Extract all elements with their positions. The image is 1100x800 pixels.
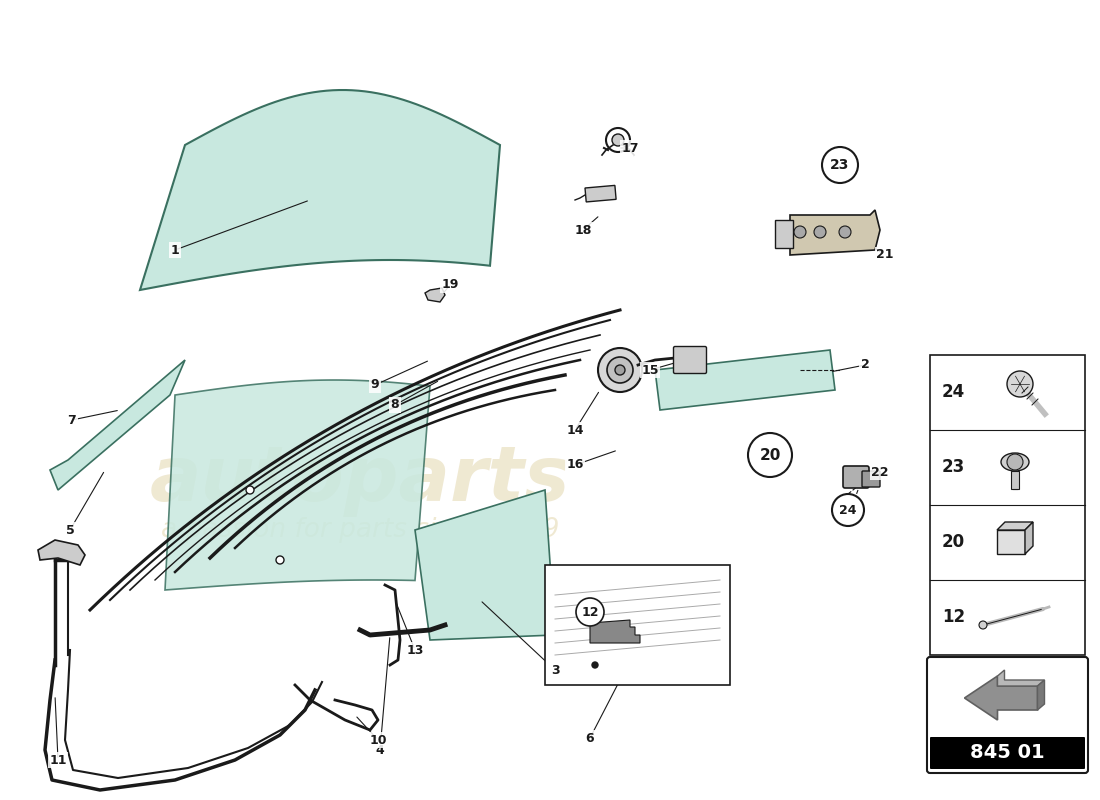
Text: 23: 23 xyxy=(830,158,849,172)
FancyBboxPatch shape xyxy=(673,346,706,374)
Text: 24: 24 xyxy=(839,503,857,517)
Circle shape xyxy=(592,662,598,668)
Text: 3: 3 xyxy=(551,663,559,677)
Circle shape xyxy=(1006,454,1023,470)
Bar xyxy=(585,186,616,202)
Text: 12: 12 xyxy=(581,606,598,618)
Bar xyxy=(1011,471,1019,489)
Polygon shape xyxy=(1025,522,1033,554)
Circle shape xyxy=(598,348,642,392)
Circle shape xyxy=(612,134,624,146)
Text: 12: 12 xyxy=(942,608,965,626)
Text: 13: 13 xyxy=(406,643,424,657)
Bar xyxy=(776,220,793,248)
Polygon shape xyxy=(425,288,446,302)
FancyBboxPatch shape xyxy=(544,565,730,685)
Circle shape xyxy=(607,357,632,383)
Text: 18: 18 xyxy=(574,223,592,237)
Circle shape xyxy=(246,486,254,494)
Text: 15: 15 xyxy=(641,363,659,377)
FancyBboxPatch shape xyxy=(930,737,1085,769)
Text: 16: 16 xyxy=(566,458,584,471)
Text: 24: 24 xyxy=(942,383,966,401)
Text: 4: 4 xyxy=(375,743,384,757)
FancyBboxPatch shape xyxy=(843,466,869,488)
Bar xyxy=(997,530,1025,554)
Polygon shape xyxy=(165,380,430,590)
Circle shape xyxy=(832,494,864,526)
Text: 6: 6 xyxy=(585,731,594,745)
Text: 20: 20 xyxy=(942,533,965,551)
Polygon shape xyxy=(998,670,1045,686)
Circle shape xyxy=(748,433,792,477)
Text: 10: 10 xyxy=(370,734,387,746)
Polygon shape xyxy=(965,676,1037,720)
Text: a passion for parts since 1989: a passion for parts since 1989 xyxy=(161,517,559,543)
Circle shape xyxy=(839,226,851,238)
Circle shape xyxy=(576,598,604,626)
Circle shape xyxy=(814,226,826,238)
FancyBboxPatch shape xyxy=(927,657,1088,773)
Text: 5: 5 xyxy=(66,523,75,537)
Polygon shape xyxy=(997,522,1033,530)
Polygon shape xyxy=(39,540,85,565)
Text: 22: 22 xyxy=(871,466,889,478)
Text: autoparts: autoparts xyxy=(150,443,570,517)
Polygon shape xyxy=(590,620,640,643)
Circle shape xyxy=(794,226,806,238)
Circle shape xyxy=(1006,371,1033,397)
FancyBboxPatch shape xyxy=(862,471,880,487)
Polygon shape xyxy=(790,210,880,255)
Text: 1: 1 xyxy=(170,243,179,257)
Polygon shape xyxy=(654,350,835,410)
Text: 2: 2 xyxy=(860,358,869,371)
Text: 9: 9 xyxy=(371,378,380,391)
Polygon shape xyxy=(50,360,185,490)
Polygon shape xyxy=(140,90,500,290)
Text: 11: 11 xyxy=(50,754,67,766)
Text: 23: 23 xyxy=(942,458,966,476)
Circle shape xyxy=(979,621,987,629)
Circle shape xyxy=(276,556,284,564)
Text: 21: 21 xyxy=(877,249,893,262)
Circle shape xyxy=(615,365,625,375)
Text: 19: 19 xyxy=(441,278,459,291)
Text: 17: 17 xyxy=(621,142,639,154)
Ellipse shape xyxy=(1001,453,1028,471)
FancyBboxPatch shape xyxy=(930,355,1085,655)
Text: 14: 14 xyxy=(566,423,584,437)
Polygon shape xyxy=(415,490,556,640)
Polygon shape xyxy=(1037,680,1045,710)
Text: 845 01: 845 01 xyxy=(970,743,1045,762)
Text: 7: 7 xyxy=(67,414,76,426)
Text: 8: 8 xyxy=(390,398,399,411)
Text: 20: 20 xyxy=(759,447,781,462)
Circle shape xyxy=(822,147,858,183)
